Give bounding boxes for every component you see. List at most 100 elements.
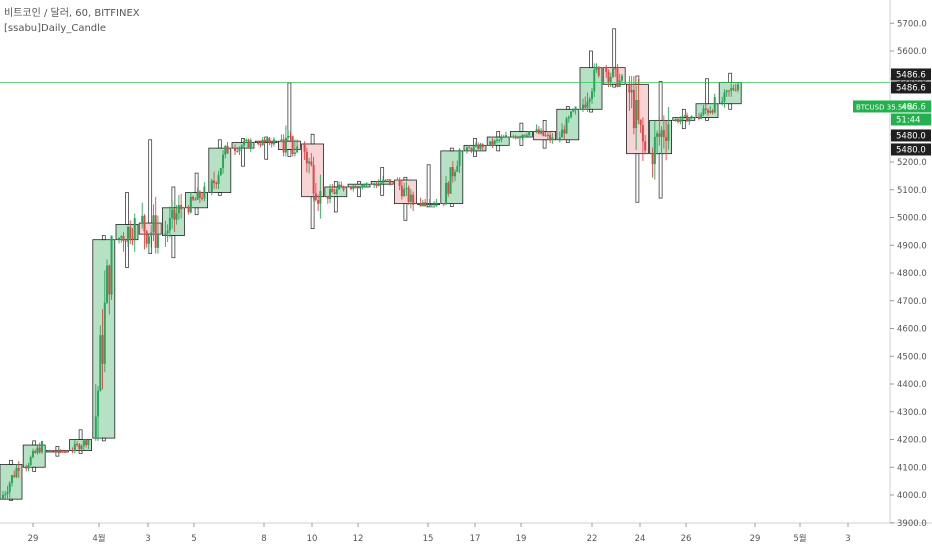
daily-candle-lower-wick [403, 203, 408, 221]
hourly-candle-body [314, 193, 317, 200]
daily-candle-upper-wick [32, 440, 37, 446]
time-tick-label: 12 [353, 534, 364, 544]
hourly-candle-body [110, 235, 113, 295]
time-axis[interactable]: 29 4월 3 5 8 10 12 15 17 19 22 24 26 29 5월 3 [28, 523, 851, 544]
daily-candle-lower-wick [310, 196, 315, 229]
hourly-candle-body [40, 440, 43, 453]
hourly-candle-body [222, 154, 225, 169]
hourly-candle-body [475, 144, 477, 147]
hourly-candle-body [129, 226, 132, 239]
hourly-candle-body [535, 129, 538, 132]
daily-candle-upper-wick [542, 120, 547, 132]
hourly-candle-body [175, 213, 178, 220]
hourly-candle-body [713, 97, 716, 113]
hourly-candle-body [261, 139, 264, 145]
hourly-candle-body [537, 129, 540, 134]
hourly-candle-body [466, 147, 468, 151]
hourly-candle-body [479, 144, 482, 149]
hourly-candle-body [493, 140, 496, 145]
price-badge-bg [891, 143, 931, 156]
hourly-candle-body [61, 451, 64, 453]
hourly-candle-body [616, 68, 619, 88]
daily-candle-lower-wick [589, 108, 593, 113]
hourly-candle-body [449, 167, 452, 194]
hourly-candle-body [198, 191, 201, 198]
hourly-candle-body [131, 238, 134, 240]
hourly-candle-body [2, 494, 4, 500]
price-axis[interactable]: 5700.05600.05500.05400.05300.05200.05100… [853, 19, 931, 529]
hourly-candle-body [489, 141, 492, 146]
hourly-candle-body [27, 465, 30, 469]
hourly-candle-body [57, 449, 60, 452]
hourly-candle-body [224, 145, 227, 155]
hourly-candle-body [544, 135, 547, 137]
hourly-candle-body [122, 236, 125, 242]
hourly-candle-body [180, 205, 183, 210]
daily-candle-lower-wick [217, 192, 222, 196]
hourly-candle-body [296, 146, 299, 153]
daily-candle-upper-wick [728, 72, 733, 83]
hourly-candle-body [187, 207, 190, 213]
daily-candle-lower-wick [55, 451, 60, 457]
daily-candle-lower-wick [171, 235, 176, 259]
hourly-candle-body [143, 215, 146, 232]
hourly-candle-body [308, 161, 311, 164]
hourly-candle-body [637, 99, 640, 120]
hourly-candle-body [660, 130, 663, 137]
chart-title: 비트코인 / 달러, 60, BITFINEX [4, 8, 140, 19]
hourly-candle-body [213, 180, 216, 184]
daily-candle-upper-wick [287, 82, 292, 142]
hourly-candle-body [409, 194, 412, 202]
daily-candle-lower-wick [449, 203, 454, 207]
hourly-candle-body [433, 206, 436, 208]
hourly-candle-body [94, 416, 97, 439]
hourly-candle-body [495, 139, 498, 141]
hourly-candle-body [156, 234, 159, 248]
hourly-candle-body [665, 137, 668, 141]
hourly-candle-body [477, 144, 480, 149]
price-tick-label: 4700.0 [897, 297, 927, 307]
hourly-candle-body [359, 187, 361, 189]
hourly-candle-body [674, 119, 677, 121]
price-badge-text: 5486.6 [896, 83, 926, 93]
daily-candle-lower-wick [264, 142, 269, 160]
hourly-candle-body [407, 187, 410, 202]
hourly-candle-body [711, 110, 714, 113]
hourly-candle-body [106, 265, 109, 303]
hourly-candle-body [280, 139, 283, 142]
hourly-candle-body [412, 194, 415, 205]
time-tick-label: 4월 [92, 533, 105, 544]
hourly-candle-body [677, 119, 680, 122]
hourly-candle-body [196, 191, 199, 200]
hourly-candle-body [17, 467, 20, 471]
hourly-candle-body [166, 230, 169, 234]
daily-candle-lower-wick [473, 150, 477, 157]
hourly-candle-body [707, 110, 709, 113]
hourly-candle-body [572, 109, 575, 112]
hourly-candle-body [329, 188, 332, 200]
hourly-candle-body [379, 182, 382, 184]
hourly-candle-body [120, 236, 123, 238]
time-tick-label: 17 [470, 534, 481, 544]
price-badge-text: 5486.6 [896, 102, 926, 112]
hourly-candle-body [546, 134, 549, 136]
hourly-candle-body [468, 147, 471, 149]
hourly-candle-body [177, 205, 180, 214]
hourly-candle-body [356, 187, 359, 189]
hourly-candle-body [317, 199, 320, 204]
price-tick-label: 3900.0 [897, 519, 927, 529]
hourly-candle-body [641, 125, 644, 142]
time-tick-label: 26 [681, 534, 692, 544]
daily-candle-lower-wick [681, 120, 686, 130]
hourly-candle-body [375, 184, 378, 186]
daily-candle-lower-wick [9, 498, 13, 501]
hourly-candle-body [13, 475, 16, 477]
hourly-candle-body [173, 209, 176, 220]
hourly-candle-body [454, 171, 457, 177]
daily-candle-lower-wick [519, 136, 524, 146]
hourly-candle-body [388, 179, 391, 184]
hourly-candle-body [164, 233, 167, 236]
hourly-candle-body [525, 135, 528, 137]
